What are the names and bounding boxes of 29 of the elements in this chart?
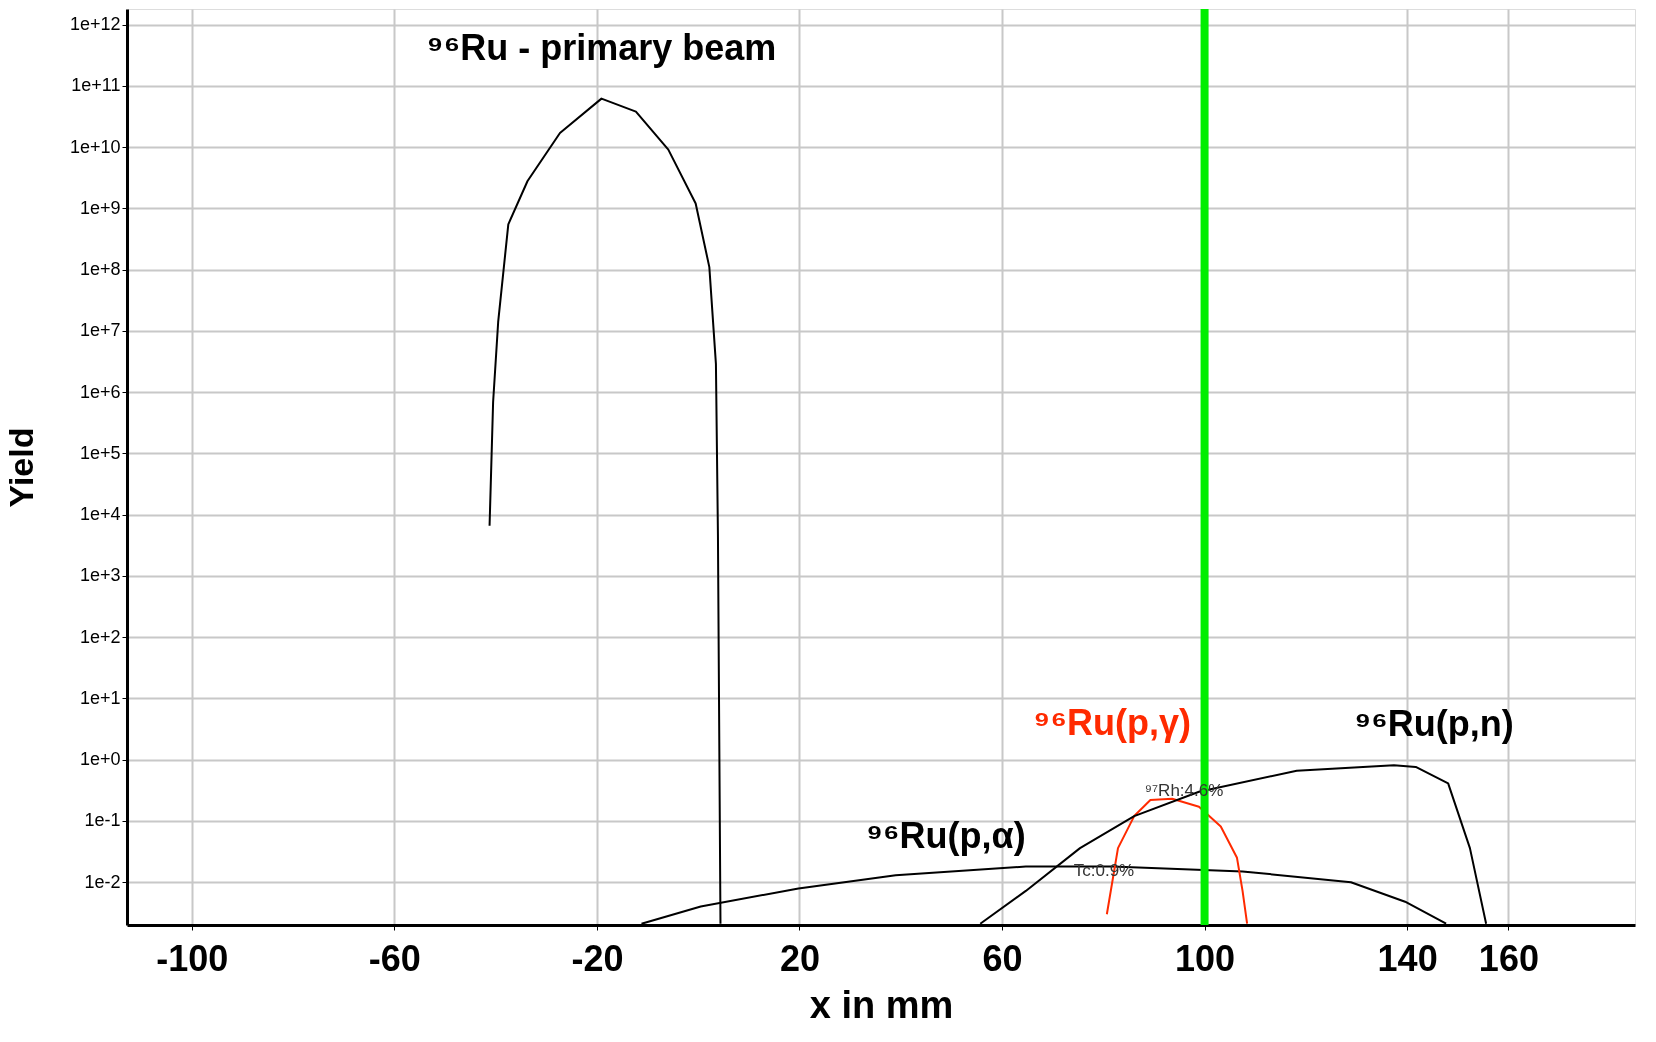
- series-label: ⁹⁶Ru(p,n): [1354, 703, 1514, 745]
- y-tick-label: 1e+6: [79, 381, 121, 402]
- series-label: ⁹⁶Ru(p,γ): [1033, 701, 1191, 743]
- y-tick-label: 1e+5: [79, 442, 121, 463]
- y-tick-label: 1e+0: [79, 749, 121, 770]
- y-tick-label: 1e+3: [79, 565, 121, 586]
- x-tick-label: -60: [368, 937, 421, 979]
- y-tick-label: 1e+9: [79, 197, 121, 218]
- series-label: ⁹⁶Ru(p,α): [865, 814, 1026, 856]
- x-tick-label: 160: [1478, 937, 1539, 979]
- x-tick-label: 100: [1175, 937, 1236, 979]
- y-tick-label: 1e-2: [84, 871, 121, 892]
- y-tick-label: 1e-1: [84, 810, 121, 831]
- x-axis-title: x in mm: [809, 983, 954, 1026]
- y-tick-label: 1e+1: [79, 687, 121, 708]
- x-tick-label: 20: [779, 937, 820, 979]
- y-tick-label: 1e+10: [69, 136, 121, 157]
- x-tick-label: 140: [1377, 937, 1438, 979]
- series-label: ⁹⁶Ru - primary beam: [426, 26, 777, 68]
- x-tick-label: -100: [156, 937, 229, 979]
- y-tick-label: 1e+7: [79, 320, 121, 341]
- x-tick-label: 60: [982, 937, 1023, 979]
- y-axis-title: Yield: [1, 427, 40, 508]
- y-tick-label: 1e+2: [79, 626, 121, 647]
- y-tick-label: 1e+12: [69, 14, 121, 35]
- y-tick-label: 1e+8: [79, 259, 121, 280]
- y-tick-label: 1e+4: [79, 504, 121, 525]
- y-tick-label: 1e+11: [71, 75, 121, 96]
- x-tick-label: -20: [571, 937, 624, 979]
